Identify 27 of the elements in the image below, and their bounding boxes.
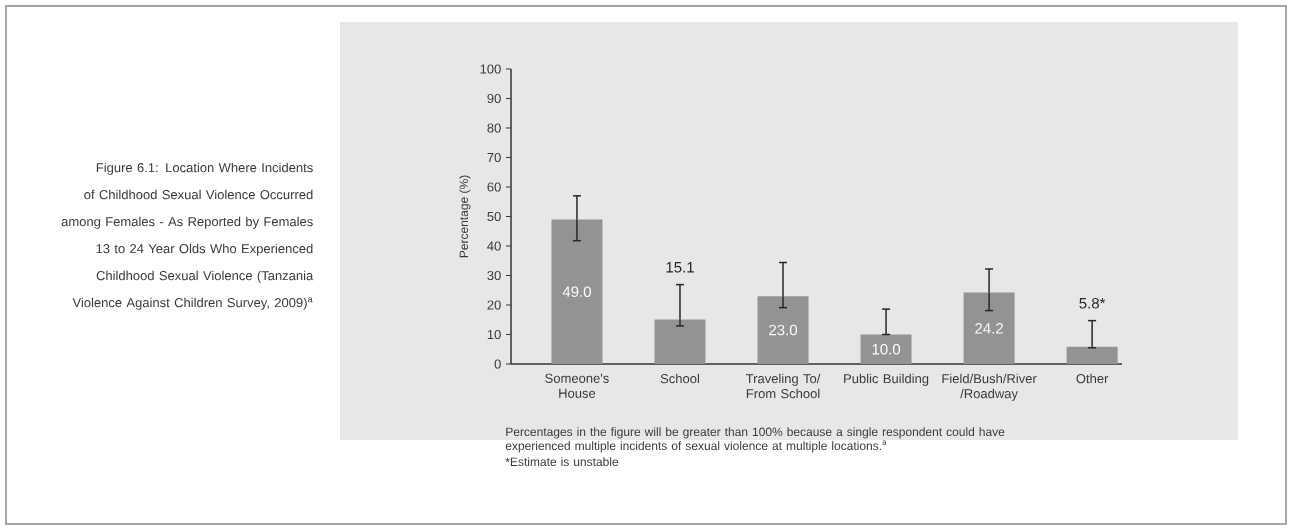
y-tick-label: 30 — [487, 270, 501, 281]
x-tick-label: Other — [1076, 373, 1109, 384]
x-tick-label: School — [660, 373, 699, 384]
y-tick-label: 70 — [487, 152, 501, 163]
x-tick-label: Someone's House — [545, 373, 609, 398]
y-tick-label: 20 — [487, 300, 501, 310]
y-tick-label: 80 — [487, 123, 501, 133]
text: Percentages in the figure will be greater than 100% because a single respondent could have experienced multiple incidents of sexual violence at multiple locations.$^{a}$ — [505, 427, 1005, 453]
chart-title: Figure 6.1: Location Where Incidents of Childhood Sexual Violence Occurred among Females - As Reported by Females 13 to 24 Year Olds Who Experienced Childhood Sexual Violence (Tanzania Violence Against Children Survey, 2009)$^{a}$ — [61, 162, 314, 310]
data-label: 23.0 — [769, 324, 798, 336]
x-tick-label: Public Building — [844, 373, 929, 386]
y-axis-title: Percentage (%) — [459, 175, 471, 258]
data-label: 15.1 — [666, 262, 694, 273]
y-tick-label: 40 — [487, 241, 501, 251]
data-label: 10.0 — [872, 343, 901, 355]
text: *Estimate is unstable — [505, 457, 619, 467]
data-label: 5.8* — [1079, 297, 1106, 309]
y-tick-label: 0 — [494, 359, 501, 369]
y-tick-label: 50 — [487, 211, 501, 222]
x-tick-label: Traveling To/ From School — [745, 373, 821, 399]
y-tick-label: 90 — [487, 93, 501, 104]
y-tick-label: 60 — [487, 182, 501, 192]
y-tick-label: 100 — [480, 64, 501, 74]
data-label: 24.2 — [975, 323, 1003, 334]
x-tick-label: Field/Bush/River /Roadway — [942, 373, 1037, 401]
data-label: 49.0 — [562, 286, 591, 298]
y-tick-label: 10 — [487, 329, 501, 340]
